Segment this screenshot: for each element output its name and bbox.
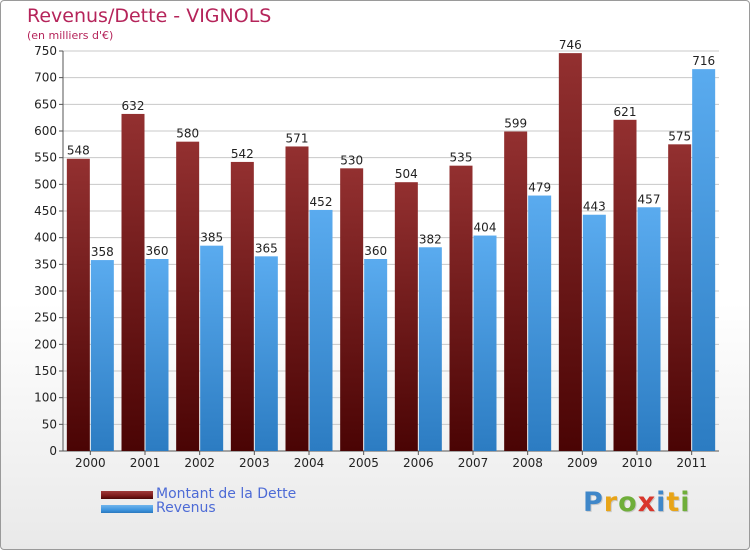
legend-swatch-dette [101, 490, 153, 499]
bar-revenus [473, 235, 497, 451]
bar-revenus [528, 195, 552, 451]
bar-dette [504, 131, 528, 452]
data-label-revenus: 457 [638, 192, 661, 206]
data-label-dette: 621 [614, 105, 637, 119]
bar-revenus [637, 207, 661, 451]
data-label-dette: 746 [559, 38, 582, 52]
bar-revenus [418, 247, 442, 451]
data-label-revenus: 360 [146, 244, 169, 258]
legend-item-dette: Montant de la Dette [101, 486, 297, 502]
legend-item-revenus: Revenus [101, 500, 296, 516]
data-label-dette: 599 [504, 117, 527, 131]
x-tick-label: 2011 [676, 456, 707, 470]
bar-revenus [90, 260, 114, 451]
y-tick-label: 750 [34, 44, 57, 58]
data-label-revenus: 443 [583, 200, 606, 214]
data-label-revenus: 452 [310, 195, 333, 209]
legend-label-dette: Montant de la Dette [156, 486, 297, 502]
bar-revenus [254, 256, 278, 451]
bar-dette [394, 182, 418, 451]
data-label-dette: 580 [176, 127, 199, 141]
x-tick-label: 2001 [130, 456, 161, 470]
data-label-dette: 504 [395, 167, 418, 181]
y-tick-label: 550 [34, 151, 57, 165]
bar-dette [613, 119, 637, 452]
bar-revenus [200, 245, 224, 451]
data-label-dette: 530 [340, 153, 363, 167]
y-tick-label: 350 [34, 257, 57, 271]
bar-revenus [582, 214, 606, 451]
y-tick-label: 200 [34, 337, 57, 351]
chart-subtitle: (en milliers d'€) [27, 29, 114, 42]
bar-dette [449, 165, 473, 451]
x-tick-label: 2002 [184, 456, 215, 470]
x-tick-label: 2004 [294, 456, 325, 470]
data-label-revenus: 382 [419, 232, 442, 246]
bar-dette [121, 113, 145, 451]
bar-dette [176, 141, 200, 451]
y-tick-label: 150 [34, 364, 57, 378]
legend-label-revenus: Revenus [156, 500, 216, 516]
x-tick-label: 2010 [622, 456, 653, 470]
y-tick-label: 0 [49, 444, 57, 458]
bar-dette [558, 53, 582, 452]
data-label-revenus: 479 [528, 181, 551, 195]
y-tick-label: 250 [34, 311, 57, 325]
x-tick-label: 2008 [512, 456, 543, 470]
y-tick-label: 300 [34, 284, 57, 298]
data-label-dette: 571 [286, 131, 309, 145]
x-tick-label: 2006 [403, 456, 434, 470]
data-label-revenus: 365 [255, 241, 278, 255]
legend-swatch-revenus [101, 504, 153, 513]
bar-dette [230, 161, 254, 451]
proxiti-logo: Proxiti [583, 487, 691, 518]
y-tick-label: 450 [34, 204, 57, 218]
y-tick-label: 400 [34, 231, 57, 245]
x-tick-label: 2007 [458, 456, 489, 470]
x-tick-label: 2003 [239, 456, 270, 470]
data-label-dette: 632 [122, 99, 145, 113]
data-label-dette: 575 [668, 129, 691, 143]
chart-legend: Montant de la Dette Revenus [101, 486, 297, 516]
bar-revenus [692, 69, 716, 451]
data-label-dette: 542 [231, 147, 254, 161]
y-tick-label: 650 [34, 97, 57, 111]
y-tick-label: 50 [42, 417, 57, 431]
y-tick-label: 600 [34, 124, 57, 138]
y-tick-label: 700 [34, 71, 57, 85]
bar-dette [668, 144, 692, 452]
data-label-dette: 548 [67, 144, 90, 158]
data-label-revenus: 358 [91, 245, 114, 259]
data-label-revenus: 716 [692, 54, 715, 68]
y-tick-label: 100 [34, 391, 57, 405]
x-tick-label: 2005 [348, 456, 379, 470]
data-label-dette: 535 [450, 151, 473, 165]
bar-dette [340, 168, 364, 452]
data-label-revenus: 385 [200, 231, 223, 245]
bar-revenus [364, 259, 388, 451]
bar-revenus [309, 209, 333, 451]
x-tick-label: 2000 [75, 456, 106, 470]
bar-dette [285, 146, 309, 451]
data-label-revenus: 404 [474, 221, 497, 235]
bar-dette [66, 158, 90, 451]
data-label-revenus: 360 [364, 244, 387, 258]
x-tick-label: 2009 [567, 456, 598, 470]
bar-revenus [145, 259, 169, 451]
y-tick-label: 500 [34, 177, 57, 191]
chart-title: Revenus/Dette - VIGNOLS [27, 5, 272, 27]
